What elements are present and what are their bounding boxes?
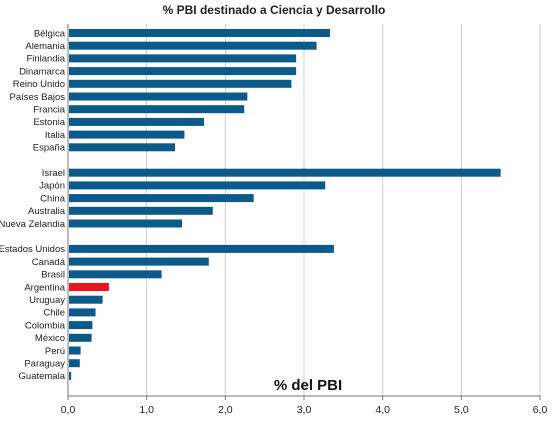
x-tick-label: 0,0 bbox=[61, 404, 76, 416]
category-label-mexico: México bbox=[35, 333, 65, 344]
bar-china bbox=[69, 194, 254, 203]
category-label-colombia: Colombia bbox=[25, 320, 66, 331]
category-label-chile: Chile bbox=[43, 308, 65, 319]
bar-australia bbox=[69, 206, 213, 215]
x-tick-label: 5,0 bbox=[454, 404, 469, 416]
category-label-belgica: Bélgica bbox=[34, 28, 66, 39]
category-label-nueva-zelandia: Nueva Zelandia bbox=[0, 219, 66, 230]
bar-belgica bbox=[69, 29, 330, 37]
category-label-finlandia: Finlandia bbox=[26, 54, 65, 65]
bar-espana bbox=[69, 143, 175, 152]
bar-nueva-zelandia bbox=[69, 219, 183, 228]
bar-peru bbox=[69, 346, 81, 355]
category-label-australia: Australia bbox=[28, 206, 66, 217]
category-label-italia: Italia bbox=[45, 130, 66, 141]
bar-reino-unido bbox=[69, 79, 292, 88]
x-tick-label: 1,0 bbox=[139, 404, 154, 416]
category-label-israel: Israel bbox=[42, 168, 65, 179]
category-label-japon: Japón bbox=[39, 181, 65, 192]
category-label-estonia: Estonia bbox=[33, 117, 65, 128]
bar-paises-bajos bbox=[69, 92, 248, 101]
x-axis-ticks: 0,0 1,0 2,0 3,0 4,0 5,0 6,0 bbox=[61, 396, 548, 416]
bar-uruguay bbox=[69, 295, 103, 304]
category-label-brasil: Brasil bbox=[41, 270, 65, 281]
category-label-paises-bajos: Países Bajos bbox=[10, 92, 66, 103]
bar-dinamarca bbox=[69, 67, 297, 76]
x-tick-label: 6,0 bbox=[533, 404, 548, 416]
category-label-estados-unidos: Estados Unidos bbox=[0, 244, 65, 255]
bar-brasil bbox=[69, 270, 162, 279]
category-label-guatemala: Guatemala bbox=[19, 371, 66, 382]
bar-finlandia bbox=[69, 54, 297, 63]
category-label-argentina: Argentina bbox=[24, 282, 65, 293]
category-label-francia: Francia bbox=[33, 105, 65, 116]
bar-guatemala bbox=[69, 371, 72, 380]
category-label-canada: Canadá bbox=[32, 257, 66, 268]
category-label-espana: España bbox=[33, 143, 66, 154]
category-label-alemania: Alemania bbox=[25, 41, 65, 52]
bar-argentina bbox=[69, 283, 109, 291]
bars bbox=[69, 29, 501, 380]
category-label-paraguay: Paraguay bbox=[24, 359, 65, 370]
bar-mexico bbox=[69, 333, 92, 342]
bar-canada bbox=[69, 257, 209, 266]
bar-chile bbox=[69, 308, 96, 317]
bar-francia bbox=[69, 105, 245, 114]
bar-paraguay bbox=[69, 359, 80, 368]
bar-italia bbox=[69, 130, 185, 139]
category-label-reino-unido: Reino Unido bbox=[13, 79, 65, 90]
x-tick-label: 3,0 bbox=[297, 404, 312, 416]
bar-colombia bbox=[69, 321, 93, 330]
category-label-dinamarca: Dinamarca bbox=[19, 66, 66, 77]
chart-title: % PBI destinado a Ciencia y Desarrollo bbox=[163, 3, 386, 17]
category-label-china: China bbox=[40, 193, 66, 204]
bar-israel bbox=[69, 168, 501, 177]
bar-japon bbox=[69, 181, 326, 190]
x-tick-label: 4,0 bbox=[375, 404, 390, 416]
x-axis-label: % del PBI bbox=[274, 377, 342, 394]
bar-estonia bbox=[69, 117, 205, 126]
category-label-uruguay: Uruguay bbox=[29, 295, 65, 306]
x-tick-label: 2,0 bbox=[218, 404, 233, 416]
bar-estados-unidos bbox=[69, 244, 334, 253]
category-label-peru: Perú bbox=[45, 346, 65, 357]
bar-alemania bbox=[69, 41, 317, 50]
